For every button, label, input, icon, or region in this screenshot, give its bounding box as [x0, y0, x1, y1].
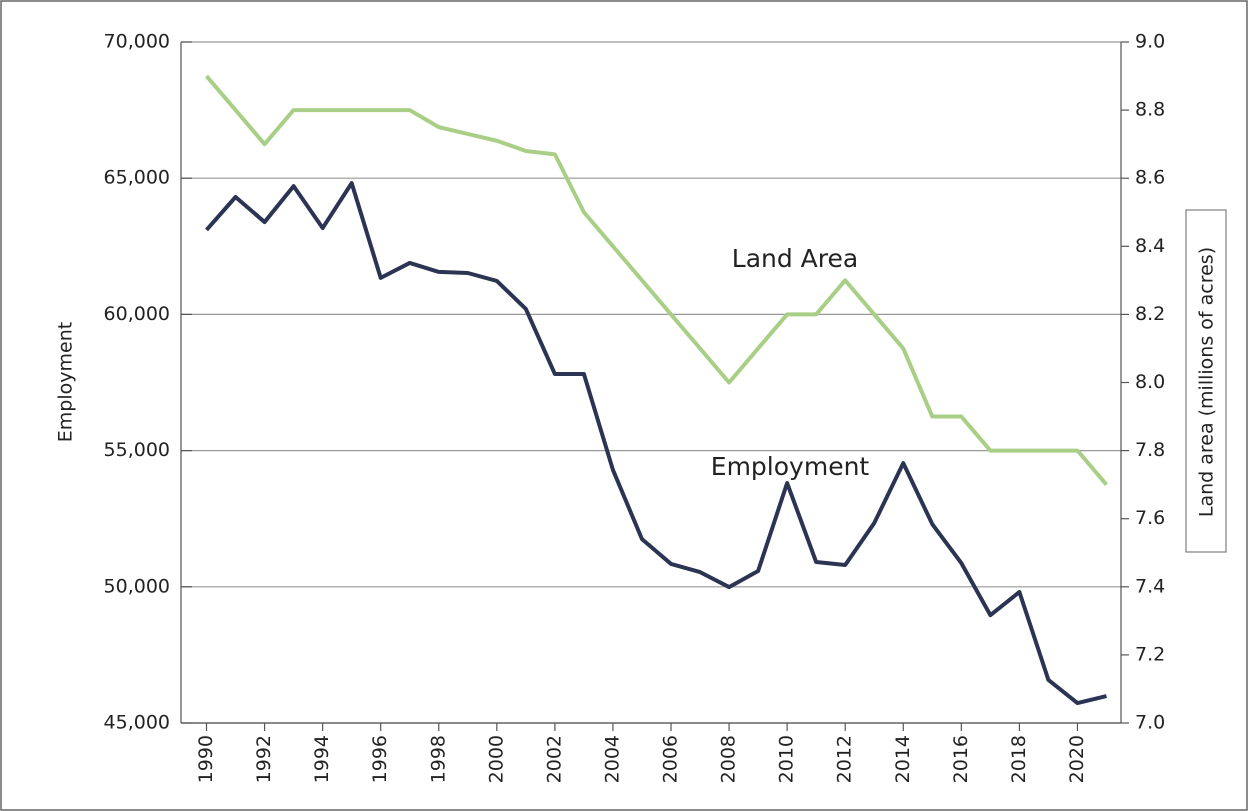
y-tick-label: 55,000 [104, 439, 170, 461]
series-label: Employment [711, 452, 870, 481]
series-label: Land Area [732, 244, 858, 273]
y-tick-label: 45,000 [104, 712, 170, 734]
y2-tick-label: 9.0 [1135, 31, 1165, 53]
x-tick-label: 2020 [1066, 735, 1088, 783]
x-tick-label: 1992 [253, 735, 275, 783]
y-tick-label: 65,000 [104, 167, 170, 189]
y2-tick-label: 8.6 [1135, 167, 1165, 189]
x-tick-label: 1994 [311, 735, 333, 783]
x-tick-label: 2002 [543, 735, 565, 783]
x-tick-label: 2016 [950, 735, 972, 783]
x-tick-label: 2006 [660, 735, 682, 783]
y2-tick-label: 7.6 [1135, 507, 1165, 529]
y2-tick-label: 7.0 [1135, 712, 1165, 734]
x-tick-label: 1990 [195, 735, 217, 783]
y-axis-label: Employment [55, 322, 77, 442]
y2-tick-label: 8.4 [1135, 235, 1165, 257]
x-tick-label: 2014 [892, 735, 914, 783]
x-tick-label: 1998 [427, 735, 449, 783]
y-tick-label: 50,000 [104, 575, 170, 597]
y2-tick-label: 8.8 [1135, 99, 1165, 121]
x-tick-label: 2018 [1008, 735, 1030, 783]
y2-tick-label: 7.8 [1135, 439, 1165, 461]
x-tick-label: 2012 [834, 735, 856, 783]
y2-label-box [1185, 209, 1227, 553]
line-series [205, 181, 1107, 706]
x-tick-label: 2010 [776, 735, 798, 783]
x-tick-label: 2008 [718, 735, 740, 783]
y-tick-label: 60,000 [104, 303, 170, 325]
y2-tick-label: 7.4 [1135, 575, 1165, 597]
x-tick-label: 1996 [369, 735, 391, 783]
y2-tick-label: 8.0 [1135, 371, 1165, 393]
y2-tick-label: 8.2 [1135, 303, 1165, 325]
y-tick-label: 70,000 [104, 31, 170, 53]
x-tick-label: 2004 [601, 735, 623, 783]
line-series [204, 74, 1109, 486]
x-tick-label: 2000 [485, 735, 507, 783]
y2-tick-label: 7.2 [1135, 643, 1165, 665]
y2-axis-label: Land area (millions of acres) [1196, 247, 1218, 517]
